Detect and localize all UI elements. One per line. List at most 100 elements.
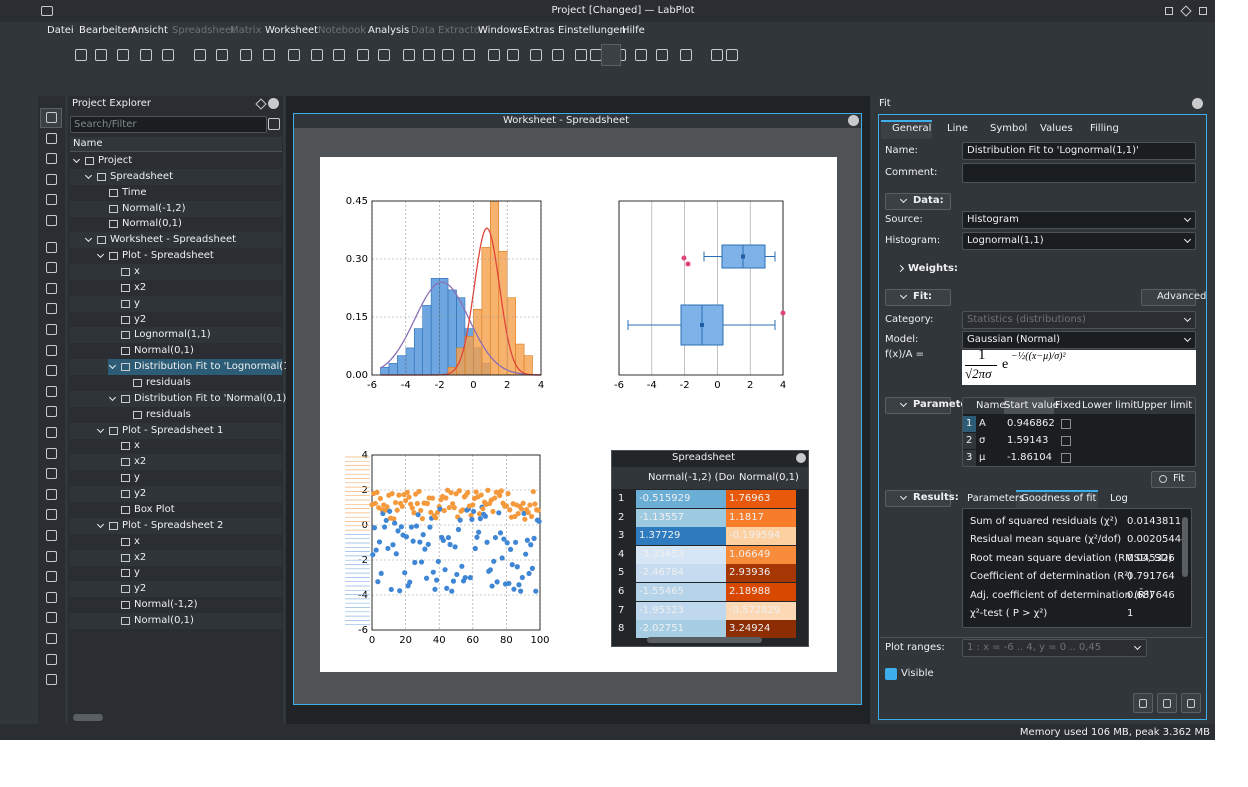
button[interactable]: [1157, 693, 1177, 713]
tool-button[interactable]: [46, 112, 57, 123]
tool-button[interactable]: [46, 215, 57, 226]
tool-button[interactable]: [46, 468, 57, 480]
toolbar-button[interactable]: [488, 49, 500, 61]
tab[interactable]: Filling: [1090, 123, 1119, 134]
tool-button[interactable]: [46, 262, 57, 274]
tab[interactable]: Line: [947, 123, 968, 134]
start-value[interactable]: 0.946862: [1007, 418, 1055, 429]
start-value[interactable]: 1.59143: [1007, 435, 1049, 446]
tool-button[interactable]: [46, 385, 57, 397]
tool-button[interactable]: [46, 282, 57, 294]
tree-item[interactable]: Time: [122, 186, 147, 198]
tool-button[interactable]: [46, 633, 57, 644]
column-header[interactable]: Start value: [1004, 400, 1059, 411]
column-header[interactable]: Normal(-1,2) (Dou: [648, 472, 734, 483]
menu-item[interactable]: Datei: [47, 25, 74, 36]
toolbar-button[interactable]: [333, 49, 345, 61]
toolbar-button[interactable]: [378, 49, 390, 61]
button[interactable]: [1141, 289, 1196, 306]
tree-item[interactable]: y2: [134, 488, 147, 500]
panel-close[interactable]: [1192, 98, 1203, 109]
window-control[interactable]: [1165, 7, 1173, 15]
cell[interactable]: [636, 527, 726, 546]
tree-item[interactable]: Distribution Fit to 'Normal(0,1)': [134, 392, 290, 404]
toolbar-button[interactable]: [311, 49, 323, 61]
button[interactable]: [1181, 693, 1201, 713]
toolbar-button[interactable]: [507, 49, 519, 61]
visible-checkbox[interactable]: [885, 668, 897, 680]
button[interactable]: [885, 289, 951, 306]
column-header[interactable]: Upper limit: [1136, 400, 1193, 411]
column-header[interactable]: Normal(0,1) (: [739, 472, 799, 483]
tool-button[interactable]: [46, 591, 57, 603]
tab-active[interactable]: [881, 120, 932, 139]
tool-button[interactable]: [46, 530, 57, 541]
tab[interactable]: Parameters: [967, 493, 1025, 504]
menu-item[interactable]: Windows: [478, 25, 523, 36]
menu-item[interactable]: Bearbeiten: [79, 25, 134, 36]
tree-item[interactable]: Worksheet - Spreadsheet: [110, 234, 237, 246]
results-tab-active[interactable]: [1016, 490, 1098, 508]
fixed-checkbox[interactable]: [1061, 436, 1071, 446]
menu-item[interactable]: Extras: [523, 25, 555, 36]
panel-close[interactable]: [268, 98, 279, 109]
toolbar-button[interactable]: [656, 49, 668, 61]
tool-button[interactable]: [46, 488, 57, 500]
toolbar-button[interactable]: [530, 49, 542, 61]
cell[interactable]: [726, 490, 796, 508]
toolbar-button[interactable]: [680, 49, 692, 61]
tool-button[interactable]: [46, 241, 57, 253]
toolbar-button[interactable]: [552, 49, 564, 61]
tree-item[interactable]: y: [134, 472, 140, 484]
toolbar-button[interactable]: [423, 49, 435, 61]
toolbar-button[interactable]: [194, 49, 206, 61]
text-field[interactable]: Distribution Fit to 'Lognormal(1,1)': [962, 142, 1196, 160]
tree-item[interactable]: residuals: [146, 408, 191, 420]
menu-item[interactable]: Hilfe: [622, 25, 645, 36]
tree-item[interactable]: Normal(0,1): [134, 614, 194, 626]
tree-item[interactable]: Plot - Spreadsheet 2: [122, 519, 224, 531]
combo-box[interactable]: Lognormal(1,1): [962, 232, 1196, 250]
toolbar-button[interactable]: [263, 49, 275, 61]
search-field[interactable]: Search/Filter: [70, 116, 267, 133]
tree-item[interactable]: Normal(-1,2): [122, 202, 186, 214]
tree-item[interactable]: y2: [134, 583, 147, 595]
toolbar-button[interactable]: [216, 49, 228, 61]
button[interactable]: [885, 490, 951, 507]
tool-button[interactable]: [46, 571, 57, 583]
toolbar-button[interactable]: [117, 49, 129, 61]
cell[interactable]: [726, 508, 796, 527]
column-header[interactable]: Fixed: [1055, 400, 1081, 411]
toolbar-button[interactable]: [357, 49, 369, 61]
tree-item[interactable]: Plot - Spreadsheet: [122, 250, 214, 262]
tree-item[interactable]: x2: [134, 456, 147, 468]
cell[interactable]: [726, 545, 796, 564]
toolbar-button[interactable]: [635, 49, 647, 61]
tree-item[interactable]: y: [134, 567, 140, 579]
tab[interactable]: Values: [1040, 123, 1073, 134]
toolbar-button[interactable]: [162, 49, 174, 61]
cell[interactable]: [726, 601, 796, 620]
toolbar-button[interactable]: [442, 49, 454, 61]
toolbar-active[interactable]: [601, 44, 621, 66]
cell[interactable]: [636, 583, 726, 601]
menu-item[interactable]: Spreadsheet: [172, 25, 235, 36]
menu-item[interactable]: Matrix: [230, 25, 262, 36]
menu-item[interactable]: Worksheet: [265, 25, 319, 36]
cell[interactable]: [726, 620, 796, 639]
tool-button[interactable]: [46, 406, 57, 418]
tool-button[interactable]: [46, 427, 57, 438]
tree-item[interactable]: Normal(0,1): [134, 345, 194, 357]
menu-item[interactable]: Data Extractor: [411, 25, 485, 36]
toolbar-button[interactable]: [403, 49, 415, 61]
tool-button[interactable]: [46, 303, 57, 315]
tool-button[interactable]: [46, 153, 57, 165]
tool-button[interactable]: [46, 509, 57, 521]
tool-button[interactable]: [46, 653, 57, 665]
tool-button[interactable]: [46, 132, 57, 144]
cell[interactable]: [636, 601, 726, 620]
toolbar-button[interactable]: [463, 49, 475, 61]
tree-item[interactable]: x: [134, 535, 140, 547]
column-header[interactable]: Lower limit: [1082, 400, 1138, 411]
tree-item[interactable]: y2: [134, 313, 147, 325]
